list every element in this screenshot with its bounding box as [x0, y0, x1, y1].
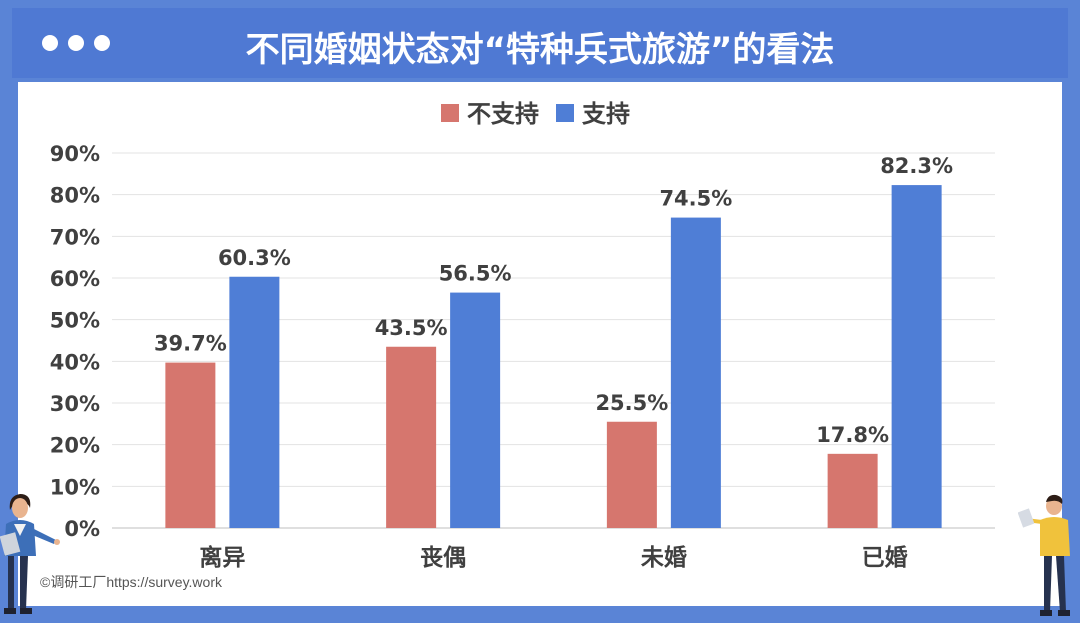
y-tick-label: 60%: [50, 267, 100, 291]
y-tick-label: 20%: [50, 434, 100, 458]
y-tick-label: 40%: [50, 350, 100, 374]
data-label: 39.7%: [154, 332, 227, 356]
x-tick-label: 丧偶: [420, 545, 466, 571]
bar-support: [229, 276, 280, 528]
watermark: ©调研工厂https://survey.work: [40, 574, 222, 590]
legend-swatch-1: [556, 104, 574, 122]
bar-support: [670, 217, 721, 529]
page-title: 不同婚姻状态对“特种兵式旅游”的看法: [245, 30, 835, 70]
bar-not-support: [386, 346, 437, 528]
legend-swatch-0: [441, 104, 459, 122]
y-tick-label: 90%: [50, 142, 100, 166]
x-tick-label: 已婚: [862, 544, 908, 571]
data-label: 25.5%: [595, 391, 668, 415]
dot-icon: [68, 35, 84, 51]
man-illustration-icon: [1018, 494, 1070, 616]
dot-icon: [42, 35, 58, 51]
bar-not-support: [606, 421, 657, 528]
y-tick-label: 0%: [64, 517, 100, 541]
bar-support: [450, 292, 501, 528]
data-label: 56.5%: [439, 262, 512, 286]
y-tick-label: 10%: [50, 475, 100, 499]
bar-not-support: [165, 362, 216, 528]
y-tick-label: 80%: [50, 184, 100, 208]
data-label: 43.5%: [375, 316, 448, 340]
data-label: 60.3%: [218, 246, 291, 270]
y-tick-label: 50%: [50, 309, 100, 333]
x-tick-label: 未婚: [641, 544, 687, 571]
dot-icon: [94, 35, 110, 51]
header-bar: 不同婚姻状态对“特种兵式旅游”的看法: [12, 8, 1068, 78]
bar-not-support: [827, 453, 878, 528]
bar-support: [891, 185, 942, 529]
data-label: 82.3%: [880, 154, 953, 178]
legend-label-1: 支持: [582, 100, 630, 128]
data-label: 17.8%: [816, 423, 889, 447]
data-label: 74.5%: [659, 187, 732, 211]
legend-label-0: 不支持: [467, 100, 539, 128]
woman-illustration-icon: [0, 494, 60, 614]
window-dots: [42, 35, 110, 51]
y-tick-label: 30%: [50, 392, 100, 416]
x-tick-label: 离异: [199, 544, 245, 571]
y-tick-label: 70%: [50, 225, 100, 249]
